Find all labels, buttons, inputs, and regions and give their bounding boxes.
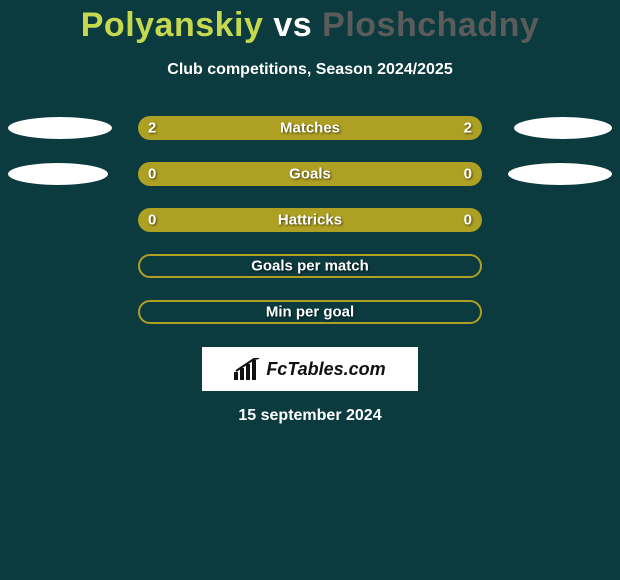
stat-bar-mpg: Min per goal (138, 300, 482, 324)
site-logo: FcTables.com (202, 347, 418, 391)
footer-date: 15 september 2024 (0, 407, 620, 425)
badge-left-1 (8, 163, 108, 185)
title-player-b: Ploshchadny (322, 6, 539, 44)
stat-row-gpm: Goals per match (0, 243, 620, 289)
stat-bar-goals: 0 Goals 0 (138, 162, 482, 186)
stat-label: Goals per match (140, 258, 480, 275)
stat-fill-left (138, 162, 310, 186)
stat-fill-right (310, 116, 482, 140)
stats-list: 2 Matches 2 0 Goals 0 0 Hattricks 0 Goal… (0, 105, 620, 335)
stat-bar-hattricks: 0 Hattricks 0 (138, 208, 482, 232)
badge-right-1 (508, 163, 612, 185)
stat-row-mpg: Min per goal (0, 289, 620, 335)
title-player-a: Polyanskiy (81, 6, 264, 44)
title-vs: vs (273, 6, 312, 44)
stat-bar-gpm: Goals per match (138, 254, 482, 278)
stat-row-matches: 2 Matches 2 (0, 105, 620, 151)
stat-fill-left (138, 116, 310, 140)
stat-row-hattricks: 0 Hattricks 0 (0, 197, 620, 243)
stat-fill-right (310, 208, 482, 232)
subtitle: Club competitions, Season 2024/2025 (0, 61, 620, 79)
fctables-icon (234, 358, 260, 380)
stat-label: Min per goal (140, 304, 480, 321)
stat-row-goals: 0 Goals 0 (0, 151, 620, 197)
site-logo-text: FcTables.com (266, 359, 385, 380)
badge-right-0 (514, 117, 612, 139)
title: Polyanskiy vs Ploshchadny (0, 6, 620, 45)
stat-bar-matches: 2 Matches 2 (138, 116, 482, 140)
stat-fill-left (138, 208, 310, 232)
badge-left-0 (8, 117, 112, 139)
stat-fill-right (310, 162, 482, 186)
